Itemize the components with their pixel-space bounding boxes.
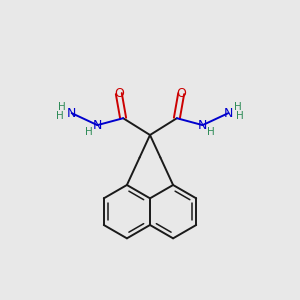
Text: H: H [234,102,242,112]
Text: H: H [56,112,64,122]
Text: H: H [58,102,66,112]
Text: H: H [207,128,215,137]
Text: H: H [236,112,244,122]
Text: H: H [85,128,93,137]
Text: N: N [93,118,102,132]
Text: O: O [176,87,186,100]
Text: N: N [198,118,207,132]
Text: N: N [224,106,233,120]
Text: N: N [67,106,76,120]
Text: O: O [114,87,124,100]
